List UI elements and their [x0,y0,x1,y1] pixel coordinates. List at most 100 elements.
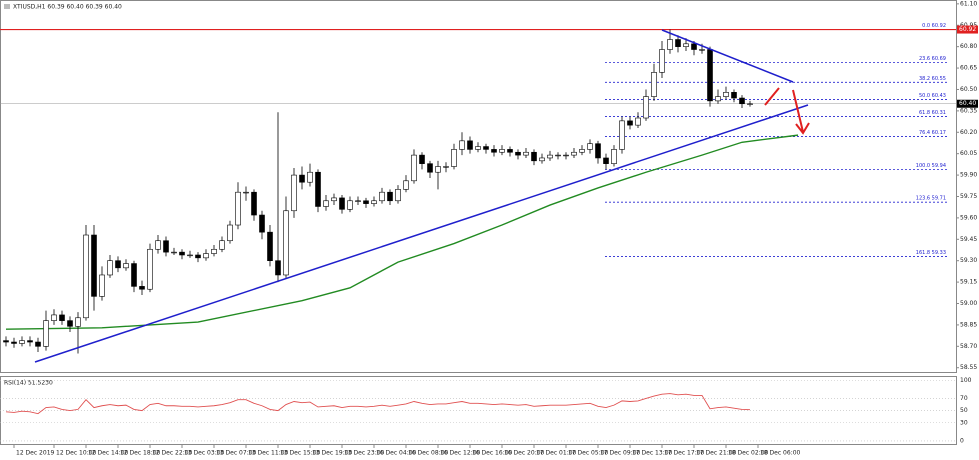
candle-body [107,260,113,276]
candle-body [595,143,601,159]
y-tick-label: 60.80 [960,43,977,50]
x-tick-label: 13 Dec 03:00 [184,450,225,457]
y-tick-label: 58.55 [960,364,977,371]
candle-body [659,49,665,73]
candle-body [731,92,737,99]
candle-body [723,92,729,97]
candle-body [219,240,225,250]
candle-body [387,191,393,202]
candle-body [379,191,385,202]
x-tick-label: 16 Dec 04:00 [376,450,417,457]
candle-body [459,140,465,150]
price-tag-label: 60.92 [959,26,976,33]
candle-body [179,251,185,256]
y-tick-label: 59.75 [960,193,977,200]
candle-body [603,157,609,164]
fib-label: 50.0 60.43 [919,93,946,99]
candle-body [691,43,697,50]
fib-label: 161.8 59.33 [916,250,946,256]
candle-body [547,154,553,159]
candle-body [35,341,41,347]
candle-body [195,254,201,259]
candle-body [235,191,241,226]
y-tick-label: 60.65 [960,65,977,72]
x-tick-label: 12 Dec 10:00 [56,450,97,457]
candle-body [187,254,193,257]
rsi-title: RSI(14) 51.5230 [4,380,53,387]
candle-body [667,39,673,50]
candle-body [627,120,633,126]
candle-body [43,320,49,347]
fib-label: 23.6 60.69 [919,56,946,62]
candle-body [227,224,233,242]
candle-body [355,200,361,202]
candle-body [371,200,377,204]
x-tick-label: 18 Dec 06:00 [760,450,801,457]
candle-body [683,43,689,47]
x-tick-label: 13 Dec 15:00 [280,450,321,457]
fib-label: 0.0 60.92 [922,23,946,29]
candle-body [147,248,153,290]
x-tick-label: 16 Dec 12:00 [440,450,481,457]
candle-body [331,197,337,202]
x-tick-label: 12 Dec 2019 [16,450,55,457]
moving-average [5,134,799,330]
x-tick-label: 16 Dec 08:00 [408,450,449,457]
y-tick-label: 59.60 [960,214,977,221]
y-tick-label: 60.35 [960,107,977,114]
candle-body [91,234,97,297]
candle-body [555,154,561,157]
candle-body [347,200,353,210]
candle-body [27,340,33,343]
x-tick-label: 13 Dec 07:00 [216,450,257,457]
x-tick-label: 17 Dec 09:00 [600,450,641,457]
candle-body [515,151,521,156]
candle-body [443,166,449,168]
y-tick-label: 60.95 [960,22,977,29]
fib-label: 123.6 59.71 [916,196,946,202]
x-tick-label: 12 Dec 18:00 [120,450,161,457]
x-tick-label: 17 Dec 01:00 [536,450,577,457]
candle-body [739,97,745,105]
candle-body [155,240,161,250]
candle-body [395,189,401,202]
rsi-tick-label: 0 [960,437,964,444]
x-tick-label: 13 Dec 23:00 [344,450,385,457]
candle-body [499,149,505,153]
x-tick-label: 16 Dec 20:00 [504,450,545,457]
candle-body [275,260,281,276]
candle-body [427,163,433,173]
resistance-trendline [661,29,794,83]
candle-body [467,140,473,150]
arrow-down [792,89,810,135]
candle-body [11,341,17,344]
x-tick-label: 16 Dec 16:00 [472,450,513,457]
rsi-tick-label: 30 [960,419,968,426]
candle-body [475,146,481,150]
arrow-up [764,87,780,106]
x-tick-label: 18 Dec 02:00 [728,450,769,457]
rsi-tick-label: 70 [960,395,968,402]
y-tick-label: 59.45 [960,236,977,243]
candle-body [83,234,89,319]
candle-body [531,151,537,162]
candle-body [163,240,169,253]
candle-body [507,149,513,153]
candle-body [299,174,305,183]
y-tick-label: 60.05 [960,150,977,157]
candle-body [571,151,577,156]
candle-body [171,251,177,254]
candle-body [283,210,289,276]
fib-label: 61.8 60.31 [919,110,946,116]
candle-body [3,340,9,343]
candle-body [75,317,81,327]
y-tick-label: 59.30 [960,257,977,264]
candle-body [251,191,257,216]
rsi-tick-label: 100 [960,377,972,384]
candle-body [699,49,705,51]
candle-body [67,320,73,327]
candle-body [203,253,209,259]
candle-body [579,149,585,153]
